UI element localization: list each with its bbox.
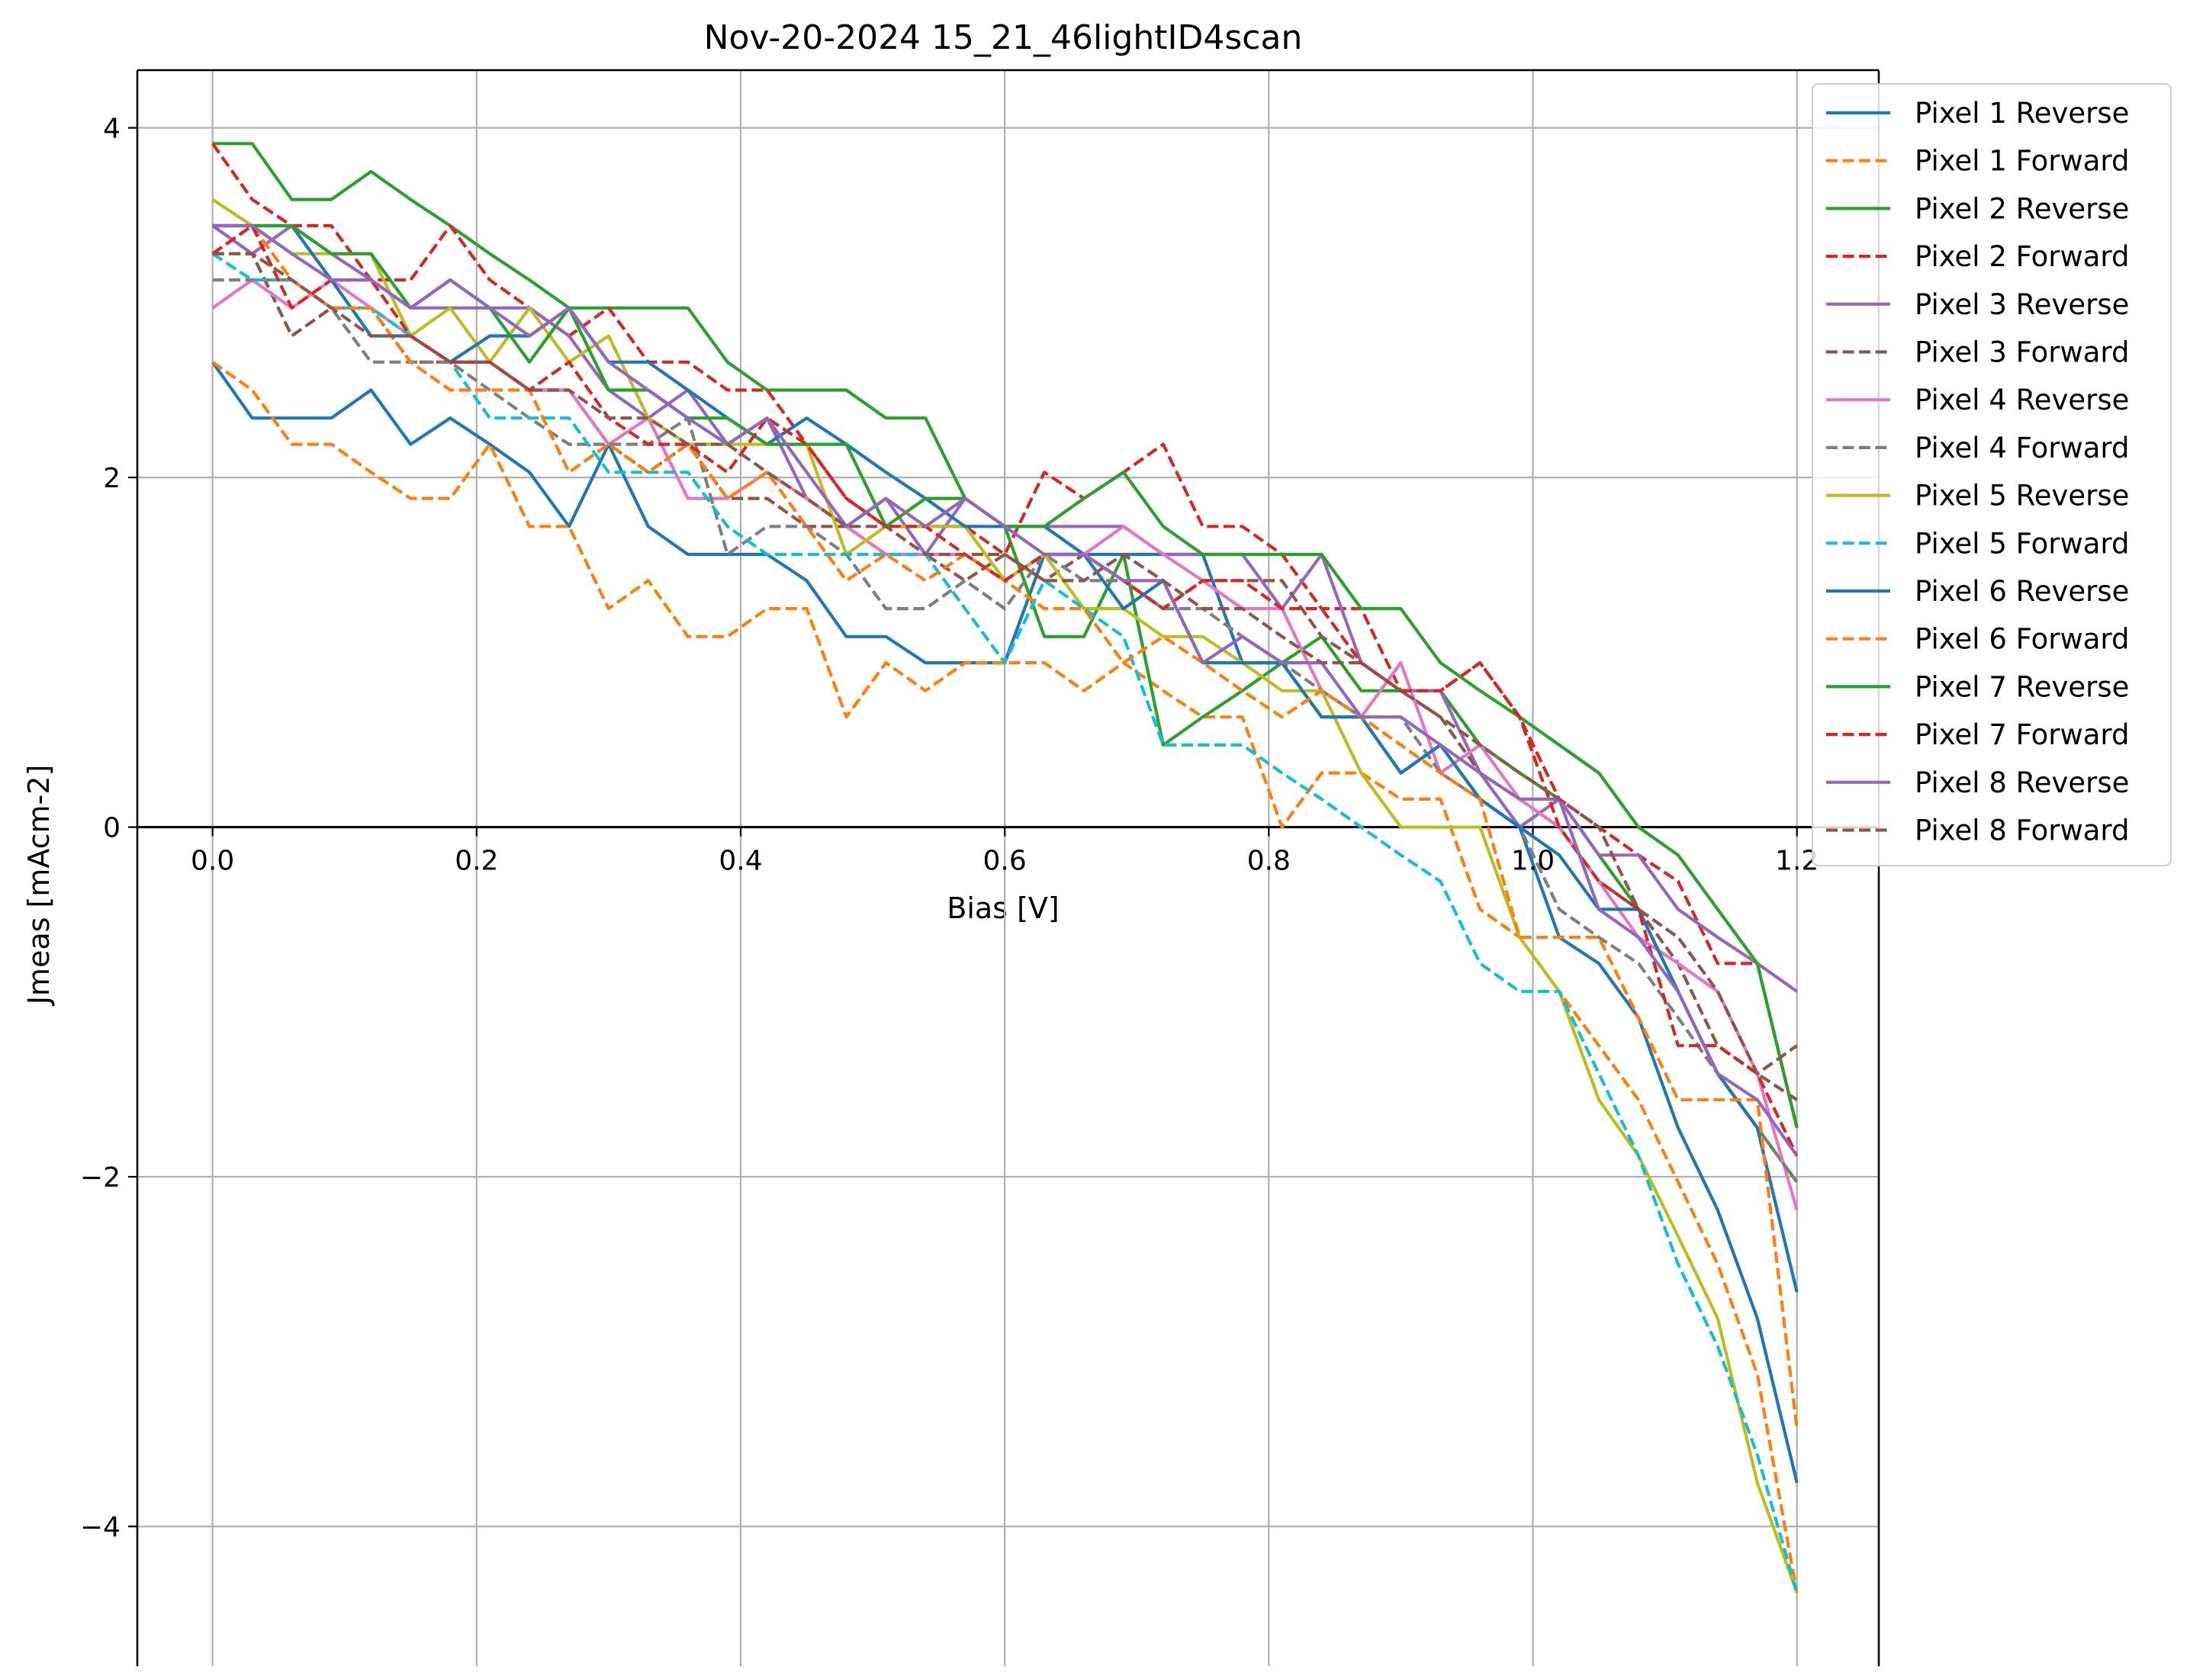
legend-label: Pixel 8 Reverse xyxy=(1915,766,2129,799)
legend-label: Pixel 1 Forward xyxy=(1915,145,2129,178)
legend-label: Pixel 3 Reverse xyxy=(1915,288,2129,321)
x-tick-label: 0.2 xyxy=(455,846,498,877)
legend-box xyxy=(1812,83,2172,867)
y-tick-label: 2 xyxy=(103,463,121,494)
legend-label: Pixel 7 Forward xyxy=(1915,718,2129,751)
x-axis-label: Bias [V] xyxy=(947,891,1059,925)
legend-label: Pixel 5 Reverse xyxy=(1915,480,2129,512)
y-tick-label: −2 xyxy=(80,1162,121,1193)
legend: Pixel 1 Reverse Pixel 1 Forward Pixel 2 Re… xyxy=(1812,83,2172,867)
series-line-10 xyxy=(211,252,1799,1594)
x-tick-label: 1.2 xyxy=(1775,846,1819,877)
legend-label: Pixel 2 Forward xyxy=(1915,240,2129,273)
series-line-4 xyxy=(211,143,1799,1129)
x-tick-label: 0.8 xyxy=(1247,846,1291,877)
x-tick-label: 0.0 xyxy=(191,846,234,877)
legend-label: Pixel 6 Reverse xyxy=(1915,575,2129,608)
legend-label: Pixel 7 Reverse xyxy=(1915,670,2129,703)
y-axis-label: Jmeas [mAcm-2] xyxy=(22,765,56,1007)
y-tick-label: −4 xyxy=(80,1512,121,1543)
legend-label: Pixel 6 Forward xyxy=(1915,623,2129,656)
plot-series xyxy=(211,142,1799,1594)
y-tick-label: 4 xyxy=(103,114,121,145)
series-line-16 xyxy=(212,252,1798,1076)
legend-label: Pixel 5 Forward xyxy=(1915,527,2129,560)
legend-label: Pixel 4 Reverse xyxy=(1915,384,2129,416)
legend-label: Pixel 8 Forward xyxy=(1915,814,2129,847)
series-line-2 xyxy=(211,361,1799,1594)
series-line-8 xyxy=(212,278,1799,1184)
x-tick-label: 0.6 xyxy=(983,846,1027,877)
chart-title: Nov-20-2024 15_21_46lightID4scan xyxy=(704,18,1303,57)
legend-label: Pixel 4 Forward xyxy=(1915,432,2129,464)
series-line-15 xyxy=(212,223,1799,1157)
x-tick-label: 1.0 xyxy=(1511,846,1555,877)
x-tick-label: 0.4 xyxy=(719,846,762,877)
y-tick-label: 0 xyxy=(103,813,121,844)
tick-labels: 0.0 0.2 0.4 0.6 0.8 1.0 1.2 −4 −2 0 2 4 xyxy=(80,114,1819,1543)
legend-label: Pixel 1 Reverse xyxy=(1915,97,2129,130)
legend-label: Pixel 2 Reverse xyxy=(1915,192,2129,225)
legend-label: Pixel 3 Forward xyxy=(1915,336,2129,369)
